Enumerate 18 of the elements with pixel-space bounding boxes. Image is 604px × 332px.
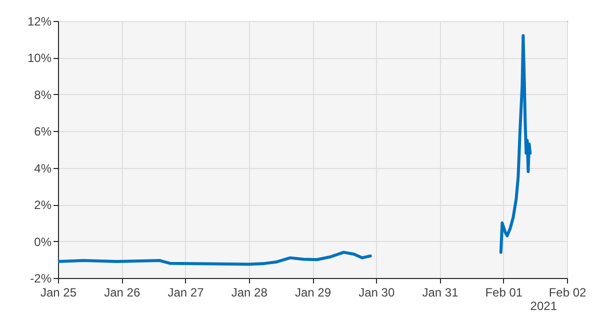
x-tick-label: Jan 30: [358, 286, 395, 300]
y-tick-label: 10%: [27, 51, 52, 66]
y-tick-label: 0%: [34, 234, 52, 249]
text: 2021: [530, 299, 558, 313]
x-tick-label: Jan 29: [294, 286, 332, 300]
y-tick-label: 12%: [27, 14, 52, 28]
x-tick-label: Feb 02: [548, 286, 587, 300]
x-tick-label: Jan 27: [168, 286, 204, 300]
y-tick-label: 8%: [34, 88, 52, 102]
y-tick-label: 4%: [34, 161, 52, 176]
y-tick-label: 2%: [34, 198, 52, 212]
y-tick-label: 6%: [34, 124, 52, 139]
x-tick-label: Jan 31: [422, 286, 459, 300]
x-tick-label: Feb 01: [485, 286, 523, 300]
x-tick-label: Jan 26: [104, 286, 140, 300]
x-tick-label: Jan 28: [231, 286, 268, 300]
x-tick-label: Jan 25: [40, 286, 77, 300]
y-tick-label: -2%: [30, 272, 52, 286]
